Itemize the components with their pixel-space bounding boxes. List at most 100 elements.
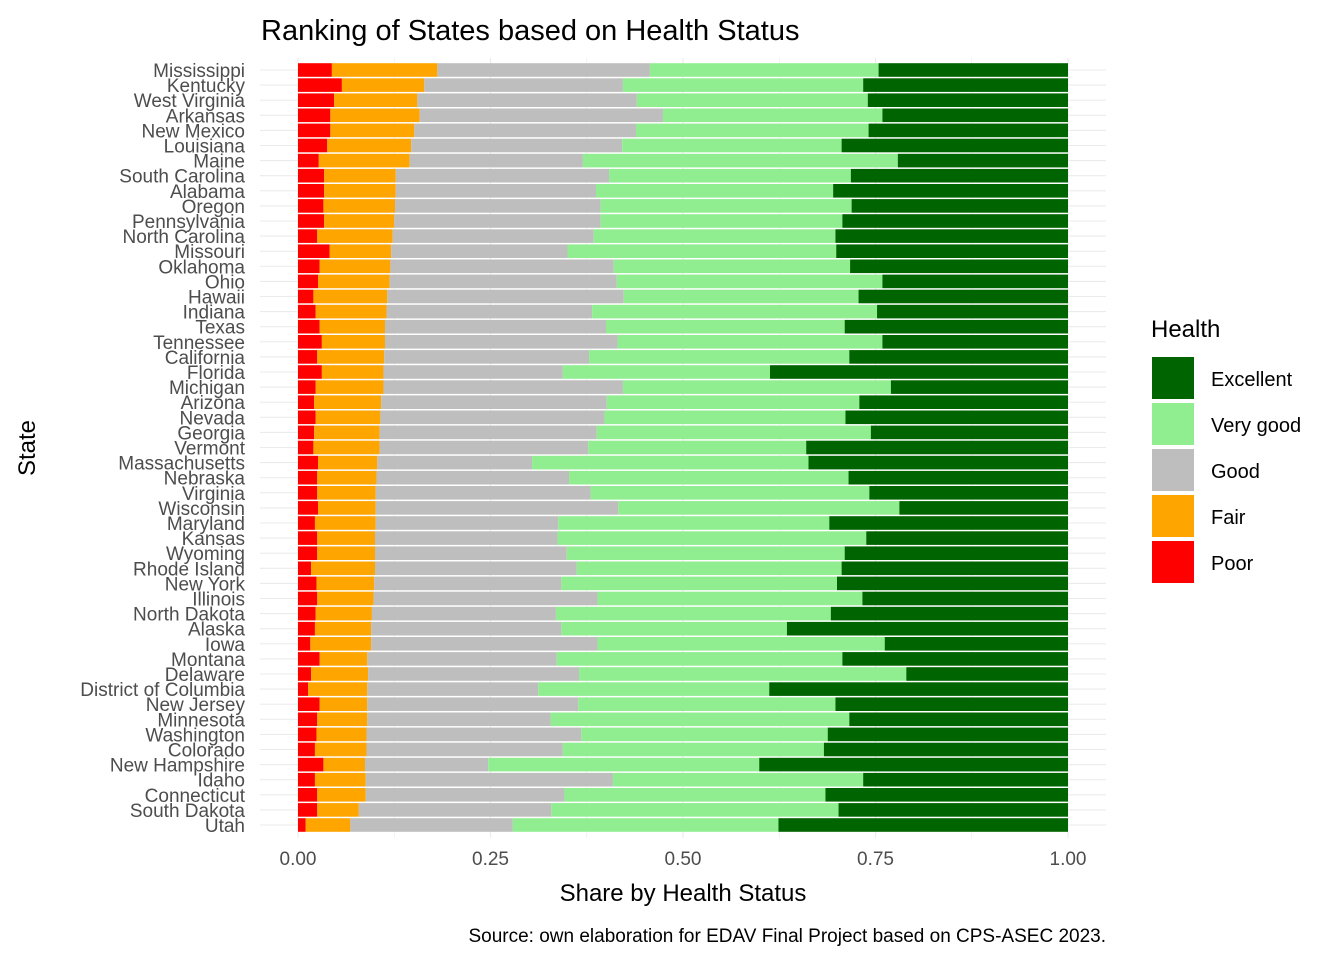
bar-segment-excellent [770,365,1068,379]
bar-segment-very-good [613,259,851,274]
bar-segment-very-good [588,440,807,455]
bar-segment-poor [298,214,325,228]
bar-segment-poor [298,682,309,696]
y-tick-label: Kansas [182,529,245,550]
bar-segment-poor [298,621,315,636]
bar-segment-good [414,123,637,138]
bar-segment-good [365,772,613,787]
bar-segment-good [364,757,489,772]
y-tick-label: Pennsylvania [132,212,245,233]
legend-key-very-good [1152,403,1194,445]
bar-segment-very-good [595,184,834,198]
bar-segment-good [374,576,562,591]
bar-segment-very-good [636,93,868,107]
bar-segment-poor [298,697,320,711]
y-tick-label: Oklahoma [158,257,245,278]
bar-segment-poor [298,561,312,576]
legend-label: Fair [1211,507,1246,529]
y-tick-label: Nebraska [164,469,246,490]
bar-segment-very-good [622,138,842,153]
bar-segment-fair [315,380,384,394]
bar-segment-very-good [636,123,869,138]
y-tick-label: New Mexico [142,121,245,142]
y-tick-label: Florida [187,363,246,384]
bar-segment-excellent [778,818,1068,832]
bar-segment-excellent [882,108,1068,123]
bar-segment-good [365,788,565,802]
bar-segment-excellent [890,380,1068,394]
bar-segment-good [424,78,623,92]
x-tick-label: 0.50 [665,849,702,870]
bar-segment-good [386,304,593,319]
bar-segment-fair [318,274,390,289]
bar-segment-very-good [488,757,760,772]
bar-segment-excellent [827,727,1068,742]
bar-segment-fair [317,591,374,606]
y-tick-label: Delaware [165,665,245,686]
bar-segment-very-good [597,591,863,606]
bar-segment-fair [314,742,367,757]
y-tick-label: Tennessee [153,333,245,354]
bar-segment-very-good [551,803,839,817]
bar-segment-poor [298,184,325,198]
y-tick-label: Montana [171,650,245,671]
y-tick-label: Arizona [181,393,246,414]
y-tick-label: California [165,348,246,369]
bar-segment-poor [298,440,314,455]
bar-segment-fair [317,229,393,243]
bar-segment-good [395,168,610,183]
bar-segment-good [375,531,558,545]
bar-segment-excellent [877,304,1068,319]
y-tick-label: Maryland [167,514,245,535]
legend-key-excellent [1152,357,1194,399]
bar-segment-excellent [808,455,1068,470]
y-tick-label: New Hampshire [110,756,245,777]
legend: Excellent Very good Good Fair Poor [1152,357,1301,583]
bar-segment-fair [310,637,372,651]
bar-segment-poor [298,199,324,213]
bar-segment-very-good [600,199,852,213]
bar-segment-poor [298,727,317,742]
y-tick-label: Colorado [168,741,245,762]
bar-segment-good [381,395,607,409]
bar-segment-excellent [829,516,1068,530]
bar-segment-fair [316,576,375,591]
bar-segment-excellent [849,350,1068,364]
bar-segment-very-good [532,455,809,470]
bar-segment-excellent [850,168,1068,183]
bar-segment-excellent [882,274,1068,289]
bar-segment-very-good [600,214,843,228]
bar-segment-excellent [863,78,1068,92]
legend-key-fair [1152,495,1194,537]
bar-segment-good [373,591,598,606]
bar-segment-excellent [851,199,1068,213]
bar-segment-very-good [562,742,824,757]
bar-segment-poor [298,531,318,545]
bar-segment-good [380,410,605,425]
bar-segment-fair [319,319,386,334]
bar-segment-excellent [823,742,1068,757]
bar-segment-good [394,214,601,228]
y-tick-label: North Carolina [123,227,246,248]
bar-segment-very-good [579,667,907,681]
bar-segment-excellent [878,63,1068,77]
bar-segment-very-good [616,274,883,289]
bar-segment-very-good [561,576,837,591]
bar-segment-excellent [858,289,1068,304]
bar-segment-excellent [786,621,1068,636]
bar-segment-excellent [836,244,1068,258]
bar-segment-fair [316,727,367,742]
bar-segment-fair [341,78,425,92]
bar-segment-good [375,546,567,560]
y-tick-label: Vermont [174,439,245,460]
bar-segment-very-good [581,727,828,742]
bar-segment-excellent [884,637,1068,651]
bar-segment-very-good [582,153,898,168]
bar-segment-very-good [593,229,836,243]
bar-segment-good [389,274,617,289]
bar-segment-poor [298,229,318,243]
bar-segment-excellent [769,682,1068,696]
bar-segment-fair [317,531,375,545]
y-tick-label: Indiana [183,303,246,324]
bar-segment-very-good [649,63,879,77]
